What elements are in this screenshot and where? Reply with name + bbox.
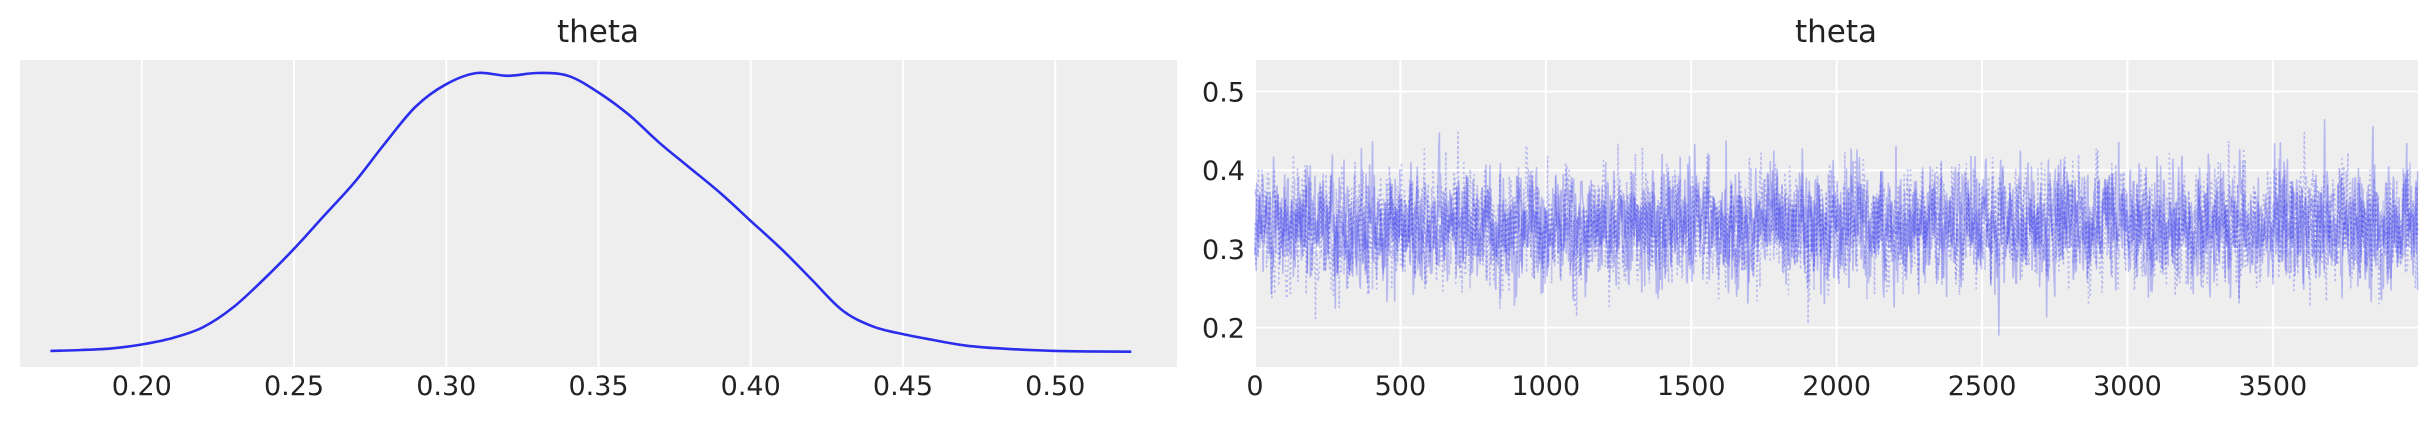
- trace-x-tick-label: 1000: [1511, 371, 1580, 402]
- kde-line: [50, 71, 1132, 353]
- trace-y-tick-label: 0.3: [1202, 235, 1245, 266]
- trace-y-tick-labels: 0.2 0.3 0.4 0.5: [1202, 77, 1245, 344]
- kde-x-tick-label: 0.25: [264, 371, 324, 402]
- trace-x-tick-label: 3000: [2093, 371, 2162, 402]
- trace-gridlines: [1254, 60, 2418, 367]
- trace-x-tick-labels: 0 500 1000 1500 2000 2500 3000 3500: [1246, 371, 2307, 402]
- kde-curve-group: [50, 71, 1132, 353]
- kde-x-tick-labels: 0.20 0.25 0.30 0.35 0.40 0.45 0.50: [112, 371, 1086, 402]
- kde-gridlines: [140, 60, 1057, 367]
- trace-x-tick-label: 2000: [1802, 371, 1871, 402]
- trace-x-tick-label: 3500: [2239, 371, 2308, 402]
- kde-x-tick-label: 0.35: [568, 371, 628, 402]
- kde-x-tick-label: 0.30: [416, 371, 476, 402]
- trace-panel: 0 500 1000 1500 2000 2500 3000 3500 0.20.30.40.…: [1202, 14, 2419, 402]
- trace-y-tick-label: 0.4: [1202, 156, 1245, 187]
- kde-title: theta: [557, 14, 639, 50]
- trace-chain-line: [1254, 131, 2419, 325]
- trace-chains-group: [1254, 118, 2419, 336]
- trace-x-tick-label: 0: [1246, 371, 1263, 402]
- trace-x-tick-label: 1500: [1657, 371, 1726, 402]
- kde-x-tick-label: 0.20: [112, 371, 172, 402]
- trace-chain-line: [1254, 132, 2419, 336]
- kde-x-tick-label: 0.50: [1025, 371, 1085, 402]
- trace-x-tick-label: 500: [1375, 371, 1427, 402]
- kde-panel: 0.20 0.25 0.30 0.35 0.40 0.45 0.50 theta: [20, 14, 1177, 402]
- trace-y-tick-label: 0.5: [1202, 77, 1245, 108]
- trace-y-tick-label: 0.2: [1202, 314, 1245, 345]
- kde-x-tick-label: 0.40: [721, 371, 781, 402]
- trace-chain-line: [1254, 131, 2419, 320]
- trace-chain-line: [1254, 118, 2419, 318]
- trace-x-tick-label: 2500: [1948, 371, 2017, 402]
- kde-x-tick-label: 0.45: [873, 371, 933, 402]
- trace-title: theta: [1795, 14, 1877, 50]
